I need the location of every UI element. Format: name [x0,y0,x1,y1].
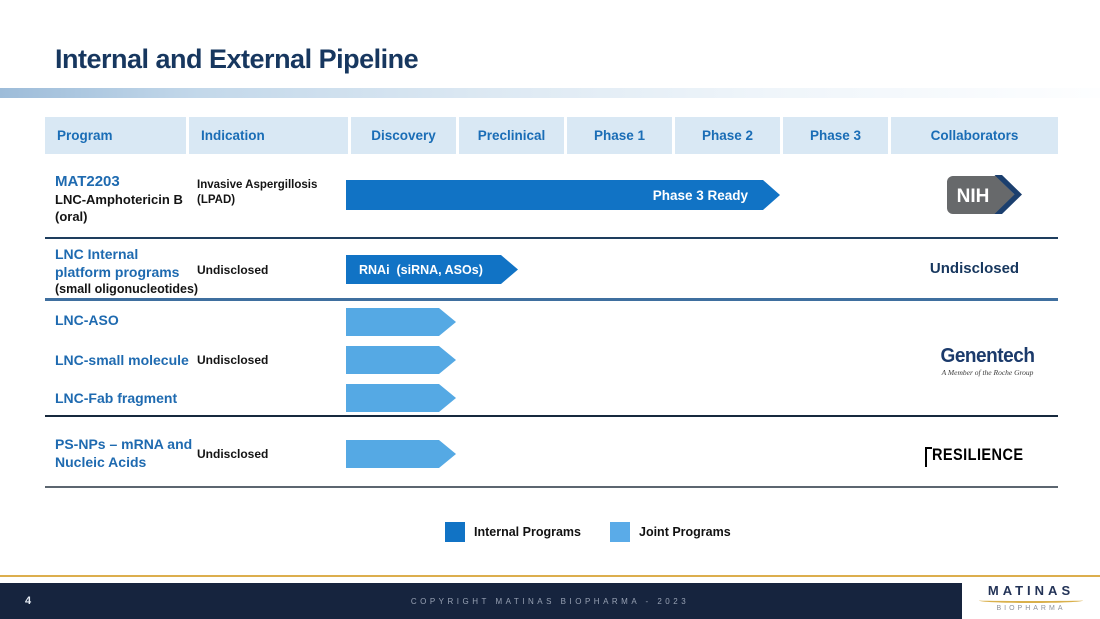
column-header-collaborators: Collaborators [891,117,1058,154]
row-divider [45,237,1058,239]
joint-programs-swatch [610,522,630,542]
legend-label: Joint Programs [639,525,731,539]
pipeline-arrow-mat2203: Phase 3 Ready [346,180,780,210]
program-lnc-internal: LNC Internal platform programs (small ol… [55,246,199,296]
column-header-discovery: Discovery [351,117,456,154]
program-subname: LNC-Amphotericin B [55,192,183,207]
row-divider [45,298,1058,301]
program-route: (oral) [55,209,88,224]
indication-ps-nps: Undisclosed [197,447,269,461]
title-underline-bar [0,88,1100,98]
matinas-logo-subtext: BIOPHARMA [996,604,1066,612]
program-name: MAT2203 [55,173,120,190]
column-header-phase-1: Phase 1 [567,117,672,154]
indication-lnc-internal: Undisclosed [197,263,269,277]
matinas-logo-text: MATINAS [987,582,1075,598]
footer-gold-rule [0,575,1100,577]
pipeline-arrow-lnc-internal: RNAi (siRNA, ASOs) [346,255,518,284]
pipeline-arrow-lnc-fab-fragment [346,384,456,412]
row-divider [45,486,1058,488]
internal-programs-swatch [445,522,465,542]
program-ps-nps: PS-NPs – mRNA and Nucleic Acids [55,436,193,470]
matinas-logo: MATINAS BIOPHARMA [962,577,1100,619]
column-header-program: Program [45,117,186,154]
column-header-phase-2: Phase 2 [675,117,780,154]
pipeline-arrow-ps-nps [346,440,456,468]
program-lnc-aso: LNC-ASO [55,312,119,328]
program-lnc-small-molecule: LNC-small molecule [55,352,189,368]
column-header-phase-3: Phase 3 [783,117,888,154]
copyright-text: COPYRIGHT MATINAS BIOPHARMA - 2023 [410,597,690,606]
genentech-logo: Genentech A Member of the Roche Group [900,345,1075,377]
legend-joint-programs: Joint Programs [610,522,731,542]
column-header-preclinical: Preclinical [459,117,564,154]
pipeline-arrow-lnc-small-molecule [346,346,456,374]
resilience-bracket-mark [925,447,932,467]
indication-mat2203: Invasive Aspergillosis (LPAD) [197,179,318,206]
program-mat2203: MAT2203 LNC-Amphotericin B (oral) [55,172,183,225]
collaborator-undisclosed: Undisclosed [929,260,1020,277]
arrow-label: Phase 3 Ready [652,187,748,203]
genentech-logo-text: Genentech [940,345,1035,367]
arrow-label: RNAi (siRNA, ASOs) [359,262,483,277]
legend-label: Internal Programs [474,525,581,539]
nih-logo: NIH [947,175,1022,214]
resilience-logo-text: RESILIENCE [932,446,1024,464]
page-title: Internal and External Pipeline [55,44,419,74]
row-divider [45,415,1058,417]
indication-lnc-group: Undisclosed [197,353,269,367]
page-number: 4 [25,595,32,607]
program-lnc-fab-fragment: LNC-Fab fragment [55,390,178,406]
genentech-logo-tagline: A Member of the Roche Group [941,368,1034,377]
column-header-indication: Indication [189,117,348,154]
legend-internal-programs: Internal Programs [445,522,581,542]
matinas-logo-swoosh [979,598,1083,603]
resilience-logo: RESILIENCE [925,446,1036,467]
nih-logo-text: NIH [957,186,990,207]
footer-band [0,583,1100,619]
pipeline-arrow-lnc-aso [346,308,456,336]
